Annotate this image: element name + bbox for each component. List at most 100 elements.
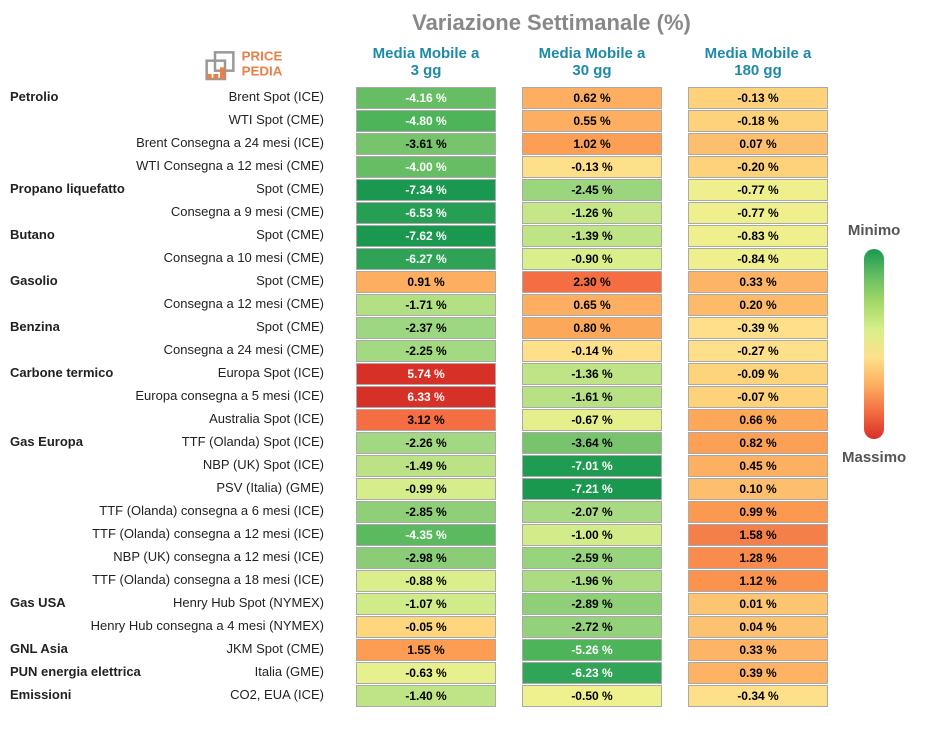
heatmap-cell: 2.30 % (522, 271, 662, 293)
data-grid: PRICEPEDIA Media Mobile a3 gg Media Mobile… (10, 42, 828, 707)
row-labels: TTF (Olanda) consegna a 18 mesi (ICE) (10, 570, 330, 592)
row-name: NBP (UK) consegna a 12 mesi (ICE) (113, 549, 324, 564)
row-labels: GNL AsiaJKM Spot (CME) (10, 639, 330, 661)
row-labels: TTF (Olanda) consegna a 6 mesi (ICE) (10, 501, 330, 523)
heatmap-cell: -2.85 % (356, 501, 496, 523)
heatmap-cell: 0.99 % (688, 501, 828, 523)
heatmap-cell: -7.62 % (356, 225, 496, 247)
category-label: Benzina (10, 319, 60, 334)
heatmap-cell: -4.00 % (356, 156, 496, 178)
heatmap-cell: 0.10 % (688, 478, 828, 500)
row-labels: Butano Spot (CME) (10, 225, 330, 247)
heatmap-cell: 0.01 % (688, 593, 828, 615)
logo: PRICEPEDIA (10, 42, 330, 86)
category-label: Gas USA (10, 595, 66, 610)
row-name: Henry Hub Spot (NYMEX) (173, 595, 324, 610)
heatmap-cell: -0.34 % (688, 685, 828, 707)
heatmap-cell: -2.37 % (356, 317, 496, 339)
heatmap-cell: -0.77 % (688, 179, 828, 201)
heatmap-cell: -7.01 % (522, 455, 662, 477)
heatmap-cell: 1.28 % (688, 547, 828, 569)
heatmap-cell: 1.12 % (688, 570, 828, 592)
heatmap-cell: -2.07 % (522, 501, 662, 523)
legend-min-label: Minimo (848, 222, 901, 239)
row-labels: Henry Hub consegna a 4 mesi (NYMEX) (10, 616, 330, 638)
heatmap-cell: -1.71 % (356, 294, 496, 316)
row-labels: WTI Spot (CME) (10, 110, 330, 132)
heatmap-cell: -0.09 % (688, 363, 828, 385)
category-label: Carbone termico (10, 365, 113, 380)
heatmap-cell: 0.07 % (688, 133, 828, 155)
heatmap-cell: -1.36 % (522, 363, 662, 385)
row-labels: WTI Consegna a 12 mesi (CME) (10, 156, 330, 178)
heatmap-cell: -7.34 % (356, 179, 496, 201)
row-name: Italia (GME) (255, 664, 324, 679)
row-name: Henry Hub consegna a 4 mesi (NYMEX) (91, 618, 324, 633)
category-label: Gas Europa (10, 434, 83, 449)
category-label: GNL Asia (10, 641, 68, 656)
svg-text:PRICE: PRICE (242, 49, 283, 64)
legend-max-label: Massimo (842, 449, 906, 466)
heatmap-cell: -6.27 % (356, 248, 496, 270)
row-name: PSV (Italia) (GME) (216, 480, 324, 495)
row-name: Consegna a 10 mesi (CME) (164, 250, 324, 265)
row-labels: Consegna a 12 mesi (CME) (10, 294, 330, 316)
heatmap-cell: -7.21 % (522, 478, 662, 500)
row-name: Brent Consegna a 24 mesi (ICE) (136, 135, 324, 150)
heatmap-cell: 0.80 % (522, 317, 662, 339)
heatmap-cell: -3.64 % (522, 432, 662, 454)
category-label: Emissioni (10, 687, 71, 702)
row-labels: Gas USA Henry Hub Spot (NYMEX) (10, 593, 330, 615)
heatmap-cell: -0.67 % (522, 409, 662, 431)
row-labels: Gas Europa TTF (Olanda) Spot (ICE) (10, 432, 330, 454)
heatmap-cell: 1.02 % (522, 133, 662, 155)
row-name: TTF (Olanda) Spot (ICE) (182, 434, 324, 449)
pricepedia-logo: PRICEPEDIA (200, 44, 310, 84)
color-legend: Minimo Massimo (842, 222, 906, 466)
row-name: Europa consegna a 5 mesi (ICE) (135, 388, 324, 403)
row-name: Europa Spot (ICE) (218, 365, 324, 380)
heatmap-cell: -0.99 % (356, 478, 496, 500)
heatmap-cell: -1.96 % (522, 570, 662, 592)
heatmap-cell: 0.62 % (522, 87, 662, 109)
heatmap-cell: -0.83 % (688, 225, 828, 247)
svg-text:PEDIA: PEDIA (242, 64, 283, 79)
heatmap-cell: -0.20 % (688, 156, 828, 178)
heatmap-cell: -2.89 % (522, 593, 662, 615)
heatmap-cell: -0.77 % (688, 202, 828, 224)
heatmap-cell: 5.74 % (356, 363, 496, 385)
heatmap-cell: 0.33 % (688, 639, 828, 661)
heatmap-cell: -1.61 % (522, 386, 662, 408)
heatmap-cell: -0.63 % (356, 662, 496, 684)
row-name: Consegna a 24 mesi (CME) (164, 342, 324, 357)
column-header-2: Media Mobile a180 gg (688, 45, 828, 84)
row-name: Brent Spot (ICE) (229, 89, 324, 104)
heatmap-cell: -0.90 % (522, 248, 662, 270)
heatmap-cell: -3.61 % (356, 133, 496, 155)
row-labels: BenzinaSpot (CME) (10, 317, 330, 339)
heatmap-cell: 1.55 % (356, 639, 496, 661)
row-name: Australia Spot (ICE) (209, 411, 324, 426)
category-label: Butano (10, 227, 55, 242)
row-name: TTF (Olanda) consegna a 6 mesi (ICE) (99, 503, 324, 518)
heatmap-cell: 0.45 % (688, 455, 828, 477)
row-name: WTI Consegna a 12 mesi (CME) (136, 158, 324, 173)
heatmap-cell: -2.72 % (522, 616, 662, 638)
row-labels: NBP (UK) consegna a 12 mesi (ICE) (10, 547, 330, 569)
heatmap-cell: 3.12 % (356, 409, 496, 431)
row-name: Spot (CME) (256, 227, 324, 242)
heatmap-cell: 0.55 % (522, 110, 662, 132)
heatmap-cell: -0.27 % (688, 340, 828, 362)
row-name: WTI Spot (CME) (229, 112, 324, 127)
legend-gradient-bar (864, 249, 884, 439)
heatmap-cell: -0.07 % (688, 386, 828, 408)
heatmap-cell: -1.40 % (356, 685, 496, 707)
row-name: Consegna a 12 mesi (CME) (164, 296, 324, 311)
column-header-0: Media Mobile a3 gg (356, 45, 496, 84)
main-container: PRICEPEDIA Media Mobile a3 gg Media Mobile… (10, 42, 933, 707)
heatmap-cell: -0.50 % (522, 685, 662, 707)
heatmap-cell: 0.66 % (688, 409, 828, 431)
row-labels: EmissioniCO2, EUA (ICE) (10, 685, 330, 707)
heatmap-cell: -1.39 % (522, 225, 662, 247)
heatmap-cell: -4.35 % (356, 524, 496, 546)
